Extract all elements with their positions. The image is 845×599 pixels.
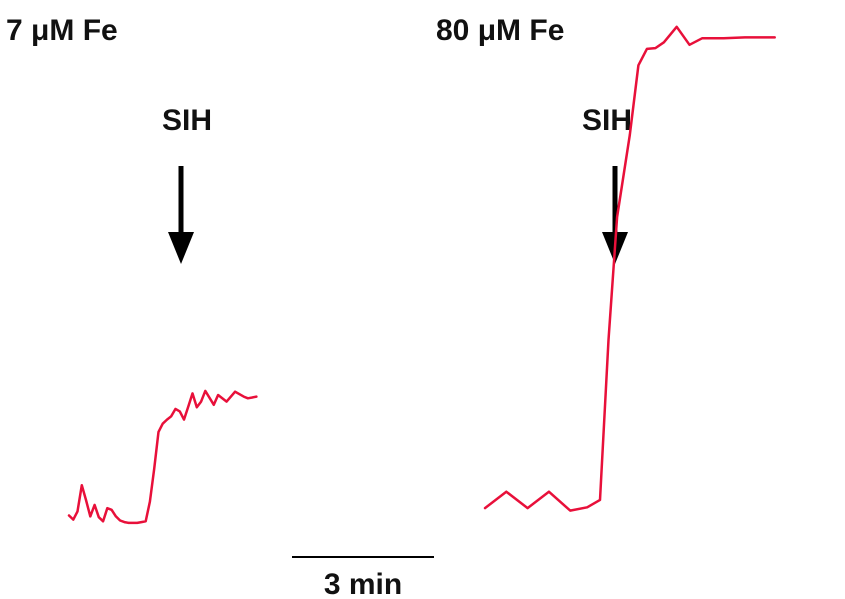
panel-left: 7 μM Fe SIH <box>6 14 258 525</box>
sih-arrow-left-icon <box>168 166 194 264</box>
sih-label-right: SIH <box>582 104 632 137</box>
panel-title-right: 80 μM Fe <box>436 14 564 47</box>
sih-label-left: SIH <box>162 104 212 137</box>
panel-right: 80 μM Fe SIH <box>436 14 776 512</box>
panel-title-left: 7 μM Fe <box>6 14 118 47</box>
scale-bar: 3 min <box>292 556 434 599</box>
trace-80um-fe <box>483 25 776 512</box>
scale-bar-label: 3 min <box>324 568 402 599</box>
trace-7um-fe <box>67 389 258 525</box>
